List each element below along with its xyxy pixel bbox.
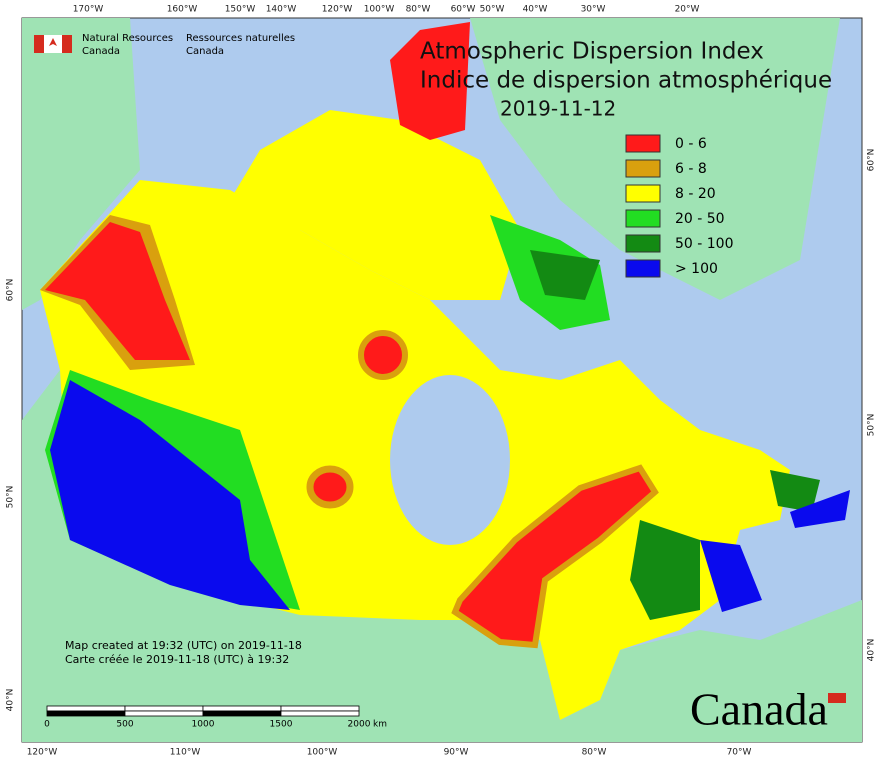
- greenland: [470, 18, 840, 300]
- scale-segment: [280, 705, 360, 712]
- scale-segment: [124, 705, 204, 712]
- footer-fr: Carte créée le 2019-11-18 (UTC) à 19:32: [65, 653, 289, 666]
- nunavut-red: [358, 330, 408, 380]
- scale-segment: [202, 705, 282, 712]
- graticule-label: 120°W: [322, 5, 353, 15]
- title-date: 2019-11-12: [500, 97, 616, 121]
- graticule-label: 70°W: [727, 748, 752, 758]
- agency-en: Canada: [82, 46, 120, 57]
- legend-label: 6 - 8: [675, 161, 707, 177]
- alaska: [22, 18, 140, 310]
- graticule-label: 30°W: [581, 5, 606, 15]
- legend-label: 50 - 100: [675, 236, 734, 252]
- legend-swatch: [625, 134, 661, 153]
- graticule-label: 110°W: [170, 748, 201, 758]
- graticule-label: 50°W: [480, 5, 505, 15]
- graticule-label: 50°N: [6, 486, 16, 509]
- legend-swatch: [625, 159, 661, 178]
- bc-blue: [50, 380, 290, 610]
- graticule-label: 60°W: [451, 5, 476, 15]
- legend-label: 20 - 50: [675, 211, 725, 227]
- title: Atmospheric Dispersion Index: [420, 39, 764, 65]
- graticule-label: 160°W: [167, 5, 198, 15]
- arctic-islands: [200, 110, 520, 300]
- flag-bar: [34, 35, 44, 53]
- scale-unit: km: [373, 720, 387, 730]
- nova-scotia: [700, 540, 762, 612]
- graticule-label: 60°N: [6, 279, 16, 302]
- legend-swatch: [625, 234, 661, 253]
- graticule-label: 170°W: [73, 5, 104, 15]
- graticule-label: 60°N: [867, 149, 877, 172]
- newfoundland-blue: [790, 490, 850, 528]
- legend-swatch: [625, 259, 661, 278]
- graticule-label: 40°W: [523, 5, 548, 15]
- legend-swatch: [625, 209, 661, 228]
- graticule-label: 80°W: [582, 748, 607, 758]
- scale-segment: [124, 710, 204, 717]
- graticule-label: 90°W: [444, 748, 469, 758]
- scale-segment: [280, 710, 360, 717]
- graticule-label: 140°W: [266, 5, 297, 15]
- graticule-label: 40°N: [867, 639, 877, 662]
- scale-segment: [46, 710, 126, 717]
- scale-segment: [202, 710, 282, 717]
- graticule-label: 40°N: [6, 689, 16, 712]
- graticule-label: 150°W: [225, 5, 256, 15]
- agency-fr: Ressources naturelles: [186, 33, 295, 44]
- legend-label: 0 - 6: [675, 136, 707, 152]
- header: Natural Resources Canada Ressources natu…: [34, 33, 295, 57]
- quebec-red: [451, 464, 659, 649]
- scale-label: 1000: [192, 720, 215, 730]
- graticule-label: 120°W: [27, 748, 58, 758]
- title: Indice de dispersion atmosphérique: [420, 68, 832, 94]
- legend-swatch: [625, 184, 661, 203]
- scale-segment: [46, 705, 126, 712]
- graticule-label: 100°W: [307, 748, 338, 758]
- legend-label: > 100: [675, 261, 718, 277]
- wordmark-flag: [828, 693, 846, 703]
- manitoba-red: [306, 465, 354, 509]
- ellesmere: [390, 22, 470, 140]
- yukon-red: [45, 222, 190, 360]
- scale-label: 1500: [270, 720, 293, 730]
- usa: [22, 370, 862, 742]
- graticule-label: 80°W: [406, 5, 431, 15]
- flag-bar: [62, 35, 72, 53]
- flag-leaf: [49, 38, 57, 46]
- wordmark: Canada: [690, 684, 828, 735]
- legend-label: 8 - 20: [675, 186, 716, 202]
- graticule-label: 50°N: [867, 414, 877, 437]
- graticule-label: 100°W: [364, 5, 395, 15]
- nb-dark: [630, 520, 700, 620]
- hudson-bay: [390, 375, 510, 545]
- scale-label: 500: [116, 720, 133, 730]
- agency-en: Natural Resources: [82, 33, 173, 44]
- baffin-dark: [530, 250, 600, 300]
- map-shapes: [22, 18, 862, 742]
- scale-label: 2000: [348, 720, 371, 730]
- scale-label: 0: [44, 720, 50, 730]
- footer-en: Map created at 19:32 (UTC) on 2019-11-18: [65, 639, 302, 652]
- graticule-label: 20°W: [675, 5, 700, 15]
- agency-fr: Canada: [186, 46, 224, 57]
- newfoundland: [770, 470, 820, 512]
